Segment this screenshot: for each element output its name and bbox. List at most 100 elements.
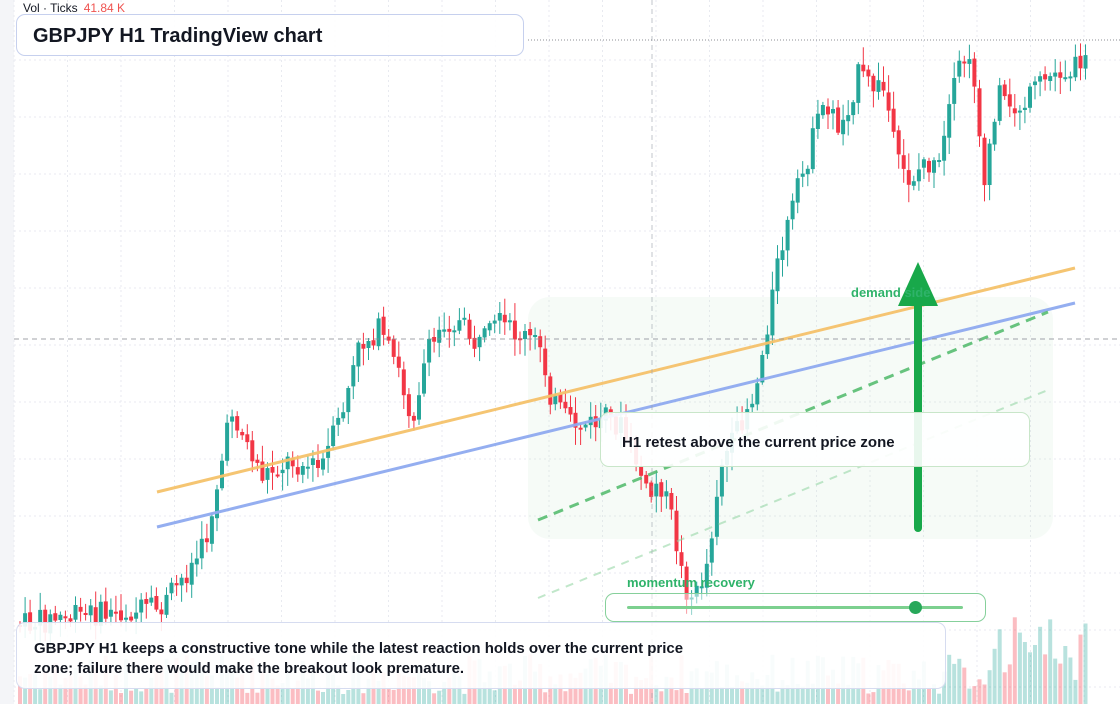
volume-bar <box>204 676 209 704</box>
candle-body <box>891 108 896 132</box>
candle-body <box>684 566 689 600</box>
candle-body <box>260 461 265 481</box>
candle-body <box>280 469 285 474</box>
volume-bar <box>997 629 1002 704</box>
volume-bar <box>275 685 280 704</box>
candle-body <box>406 394 411 417</box>
candle-body <box>321 458 325 470</box>
candle-body <box>184 577 189 584</box>
candle-body <box>553 395 558 405</box>
volume-bar <box>669 677 674 704</box>
volume-bar <box>836 683 841 704</box>
candle-body <box>921 159 926 168</box>
candle-body <box>432 337 437 342</box>
volume-bar <box>952 663 957 704</box>
candle-body <box>896 130 901 155</box>
candle-body <box>265 468 270 480</box>
title-box[interactable]: GBPJPY H1 TradingView chart <box>16 14 524 56</box>
volume-bar <box>129 690 134 704</box>
candle-body <box>73 605 78 620</box>
candle-body <box>785 219 790 251</box>
candle-body <box>831 109 835 114</box>
candle-body <box>366 341 371 348</box>
volume-bar <box>305 678 310 704</box>
dashed-channel-lower[interactable] <box>537 389 1049 599</box>
volume-bar <box>113 675 118 704</box>
candle-body <box>134 612 139 619</box>
volume-bar <box>290 688 295 704</box>
volume-bar <box>962 667 967 704</box>
volume-bar <box>406 676 411 704</box>
candle-body <box>452 330 457 333</box>
volume-bar <box>1063 646 1068 704</box>
volume-bar <box>553 684 558 704</box>
volume-bar <box>977 679 982 704</box>
volume-bar <box>391 689 396 704</box>
volume-bar <box>674 690 679 704</box>
volume-bar <box>800 686 805 704</box>
candle-body <box>189 562 194 585</box>
volume-bar <box>916 679 921 704</box>
candle-body <box>442 329 447 332</box>
volume-bar <box>215 687 219 704</box>
candle-body <box>300 466 305 475</box>
candle-body <box>507 320 512 323</box>
candle-body <box>800 173 805 177</box>
volume-bar <box>280 683 285 704</box>
volume-bar <box>255 692 260 704</box>
candle-body <box>750 403 755 408</box>
volume-bar <box>558 674 563 704</box>
candle-body <box>1078 55 1083 69</box>
commentary-box[interactable]: GBPJPY H1 keeps a constructive tone whil… <box>16 622 946 689</box>
candle-body <box>957 60 962 77</box>
candle-body <box>714 496 719 537</box>
candle-body <box>674 510 679 552</box>
candle-body <box>841 119 846 135</box>
candle-body <box>245 434 250 443</box>
candle-body <box>119 610 123 621</box>
volume-bar <box>427 681 432 704</box>
candle-body <box>113 611 118 614</box>
candle-body <box>578 427 583 430</box>
candle-body <box>1028 86 1032 108</box>
volume-bar <box>518 680 522 704</box>
candle-body <box>255 459 260 463</box>
volume-bar <box>785 685 790 704</box>
candle-body <box>1063 77 1068 80</box>
candle-body <box>699 586 704 589</box>
volume-bar <box>48 676 53 704</box>
candle-body <box>209 516 214 544</box>
candle-body <box>1073 56 1078 78</box>
momentum-slider-knob[interactable] <box>909 601 923 614</box>
candle-body <box>1017 110 1022 113</box>
volume-bar <box>1007 664 1012 704</box>
volume-bar <box>63 677 68 704</box>
momentum-slider[interactable] <box>605 593 986 622</box>
candle-body <box>457 320 462 331</box>
candle-body <box>760 355 765 383</box>
volume-bar <box>927 687 931 704</box>
volume-bar <box>871 692 876 704</box>
retest-callout[interactable]: H1 retest above the current price zone <box>600 412 1030 467</box>
demand-arrow-head-icon[interactable] <box>898 262 938 306</box>
candle-body <box>982 137 987 186</box>
candle-body <box>563 401 568 409</box>
volume-bar <box>139 691 144 704</box>
volume-bar <box>1058 663 1063 704</box>
volume-bar <box>937 693 942 704</box>
candle-body <box>871 75 876 92</box>
commentary-text: GBPJPY H1 keeps a constructive tone whil… <box>34 640 684 677</box>
candle-body <box>952 78 957 104</box>
candle-body <box>204 538 209 543</box>
candle-body <box>876 80 881 92</box>
momentum-slider-track[interactable] <box>627 606 963 609</box>
volume-bar <box>108 690 113 704</box>
candle-body <box>487 323 492 331</box>
candle-body <box>225 422 230 461</box>
volume-bar <box>755 679 760 704</box>
candle-body <box>482 328 487 338</box>
volume-bar <box>38 689 43 704</box>
volume-bar <box>492 690 497 704</box>
volume-bar <box>346 690 351 704</box>
